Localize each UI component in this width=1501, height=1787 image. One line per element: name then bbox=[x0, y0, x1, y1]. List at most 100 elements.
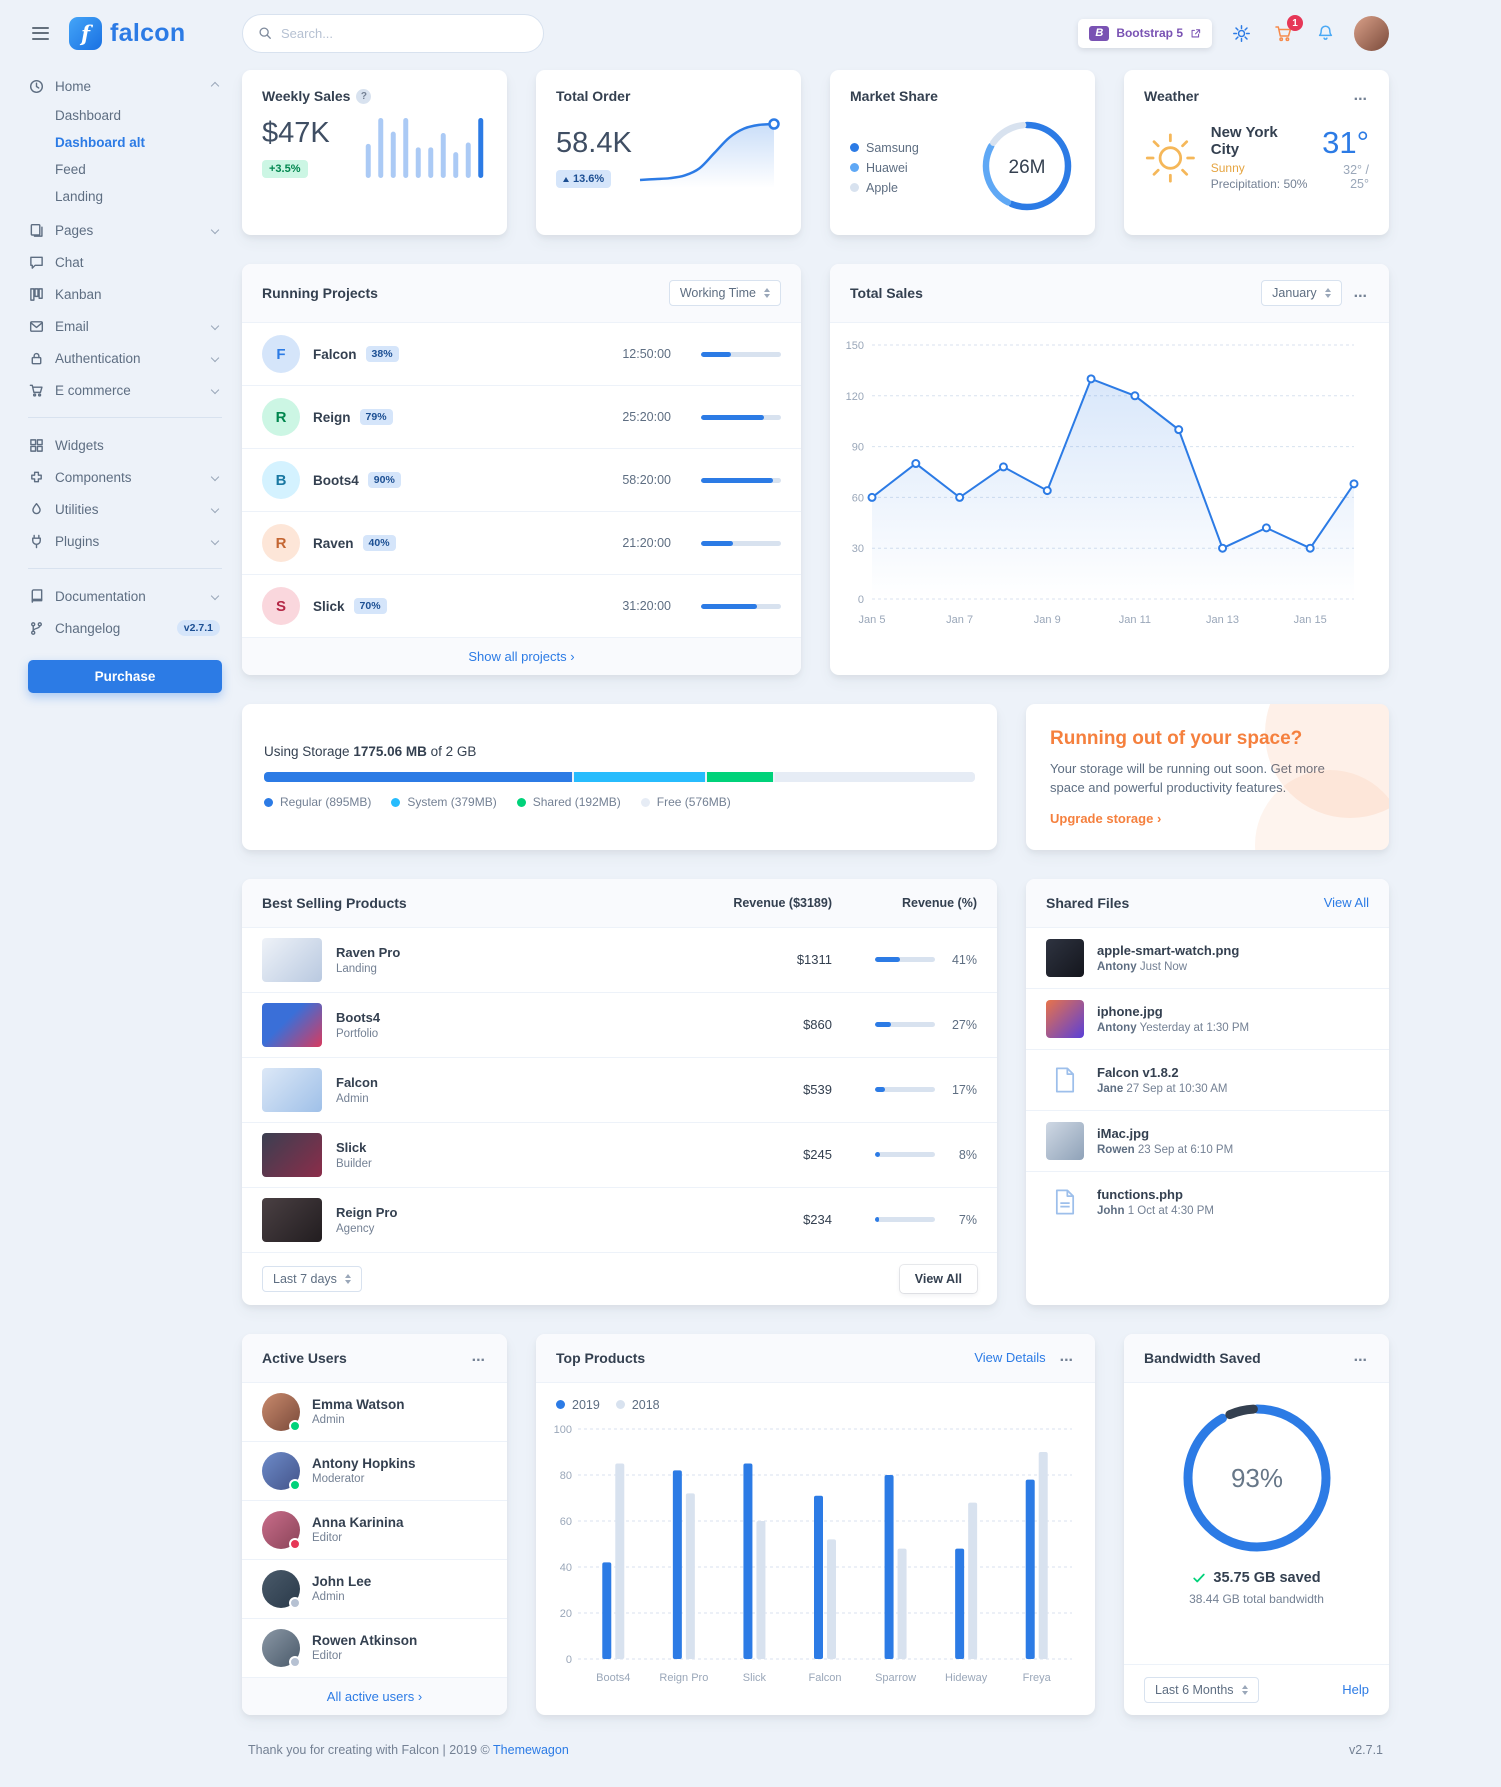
project-name[interactable]: Raven bbox=[313, 535, 354, 551]
upgrade-storage-link[interactable]: Upgrade storage › bbox=[1050, 810, 1162, 826]
notifications-button[interactable] bbox=[1312, 20, 1338, 46]
project-avatar: R bbox=[262, 398, 300, 436]
file-time: Just Now bbox=[1139, 960, 1188, 973]
legend-item[interactable]: 2018 bbox=[615, 1395, 660, 1415]
sidebar-item-pages[interactable]: Pages bbox=[28, 214, 222, 246]
project-percent-badge: 38% bbox=[365, 346, 399, 362]
project-name[interactable]: Slick bbox=[313, 598, 345, 614]
sidebar-item-kanban[interactable]: Kanban bbox=[28, 278, 222, 310]
svg-text:Boots4: Boots4 bbox=[596, 1672, 630, 1684]
storage-legend: Regular (895MB) System (379MB) Shared (1… bbox=[264, 795, 975, 809]
user-row[interactable]: Anna Karinina Editor bbox=[242, 1501, 507, 1560]
sidebar-item-authentication[interactable]: Authentication bbox=[28, 342, 222, 374]
promo-body: Your storage will be running out soon. G… bbox=[1050, 761, 1325, 795]
sidebar-item-landing[interactable]: Landing bbox=[55, 189, 104, 204]
product-category: Portfolio bbox=[336, 1027, 379, 1040]
themewagon-link[interactable]: Themewagon bbox=[493, 1742, 569, 1757]
legend-item[interactable]: 2019 bbox=[556, 1395, 600, 1415]
shared-file-row[interactable]: apple-smart-watch.png Antony Just Now bbox=[1026, 928, 1389, 989]
check-icon bbox=[1193, 1573, 1206, 1583]
file-icon bbox=[1046, 1183, 1084, 1221]
menu-dots-icon[interactable]: ... bbox=[471, 1348, 485, 1366]
sidebar-item-widgets[interactable]: Widgets bbox=[28, 429, 222, 461]
product-name[interactable]: Slick bbox=[336, 1139, 367, 1155]
running-projects-card: Running Projects Working Time F Falcon 38… bbox=[242, 264, 801, 675]
bootstrap-badge-button[interactable]: B Bootstrap 5 bbox=[1078, 18, 1212, 48]
project-name[interactable]: Boots4 bbox=[313, 472, 359, 488]
sidebar-item-dashboard[interactable]: Dashboard bbox=[55, 108, 122, 123]
sidebar-toggle-button[interactable] bbox=[28, 23, 53, 44]
product-name[interactable]: Raven Pro bbox=[336, 944, 401, 960]
sidebar-item-components[interactable]: Components bbox=[28, 461, 222, 493]
sidebar-item-label: Email bbox=[55, 318, 89, 334]
status-dot bbox=[289, 1655, 301, 1668]
svg-text:150: 150 bbox=[846, 340, 864, 352]
search-input[interactable] bbox=[281, 25, 528, 41]
sidebar-item-plugins[interactable]: Plugins bbox=[28, 525, 222, 557]
menu-dots-icon[interactable]: ... bbox=[1353, 86, 1367, 104]
sidebar-item-label: Authentication bbox=[55, 350, 141, 366]
sort-caret-icon bbox=[344, 1273, 351, 1284]
card-title: Running Projects bbox=[262, 285, 378, 301]
info-icon[interactable]: ? bbox=[356, 88, 372, 104]
product-name[interactable]: Falcon bbox=[336, 1074, 378, 1090]
sidebar: f falcon Home Dashboard Dashboard alt Fe… bbox=[0, 0, 236, 723]
top-products-chart: 0 20 40 60 80 100 Boots4 Reign Pro Slick Falcon Sp… bbox=[536, 1415, 1095, 1715]
project-name[interactable]: Reign bbox=[313, 409, 351, 425]
svg-text:Hideway: Hideway bbox=[945, 1672, 988, 1684]
user-row[interactable]: John Lee Admin bbox=[242, 1560, 507, 1619]
droplet-icon bbox=[28, 501, 44, 517]
purchase-button[interactable]: Purchase bbox=[28, 660, 222, 693]
project-percent-badge: 70% bbox=[353, 598, 387, 614]
all-active-users-link[interactable]: All active users › bbox=[326, 1688, 423, 1704]
date-range-select[interactable]: Last 7 days bbox=[262, 1265, 362, 1292]
brand-logo[interactable]: f falcon bbox=[69, 16, 185, 50]
chat-icon bbox=[28, 254, 44, 270]
project-name[interactable]: Falcon bbox=[313, 346, 357, 362]
show-all-projects-link[interactable]: Show all projects › bbox=[468, 649, 575, 664]
storage-segment-regular bbox=[264, 772, 573, 783]
product-name[interactable]: Reign Pro bbox=[336, 1204, 398, 1220]
view-details-link[interactable]: View Details bbox=[974, 1350, 1046, 1366]
weather-card: Weather ... New bbox=[1124, 70, 1389, 235]
sidebar-item-home[interactable]: Home bbox=[28, 70, 222, 102]
user-row[interactable]: Emma Watson Admin bbox=[242, 1383, 507, 1442]
chevron-down-icon bbox=[210, 321, 220, 331]
shared-file-row[interactable]: iMac.jpg Rowen 23 Sep at 6:10 PM bbox=[1026, 1111, 1389, 1172]
legend-dot bbox=[516, 797, 526, 807]
sidebar-item-ecommerce[interactable]: E commerce bbox=[28, 374, 222, 406]
working-time-select[interactable]: Working Time bbox=[668, 280, 781, 306]
menu-dots-icon[interactable]: ... bbox=[1353, 283, 1367, 301]
sidebar-item-changelog[interactable]: Changelog v2.7.1 bbox=[28, 612, 222, 644]
shared-file-row[interactable]: Falcon v1.8.2 Jane 27 Sep at 10:30 AM bbox=[1026, 1050, 1389, 1111]
month-select[interactable]: January bbox=[1261, 280, 1342, 306]
help-link[interactable]: Help bbox=[1342, 1682, 1369, 1698]
months-select[interactable]: Last 6 Months bbox=[1144, 1676, 1259, 1703]
svg-text:120: 120 bbox=[846, 391, 864, 403]
svg-text:100: 100 bbox=[554, 1424, 572, 1436]
settings-button[interactable] bbox=[1228, 20, 1254, 46]
user-avatar bbox=[262, 1451, 301, 1491]
project-avatar: F bbox=[262, 335, 300, 373]
user-row[interactable]: Rowen Atkinson Editor bbox=[242, 1619, 507, 1677]
menu-dots-icon[interactable]: ... bbox=[1353, 1348, 1367, 1366]
sidebar-item-email[interactable]: Email bbox=[28, 310, 222, 342]
shared-file-row[interactable]: functions.php John 1 Oct at 4:30 PM bbox=[1026, 1172, 1389, 1232]
shared-file-row[interactable]: iphone.jpg Antony Yesterday at 1:30 PM bbox=[1026, 989, 1389, 1050]
sidebar-item-feed[interactable]: Feed bbox=[55, 162, 86, 177]
sidebar-item-chat[interactable]: Chat bbox=[28, 246, 222, 278]
chevron-down-icon bbox=[210, 385, 220, 395]
svg-text:26M: 26M bbox=[1009, 157, 1046, 178]
sidebar-item-dashboard-alt[interactable]: Dashboard alt bbox=[55, 135, 146, 150]
product-row: Falcon Admin $539 17% bbox=[242, 1058, 997, 1123]
sidebar-item-documentation[interactable]: Documentation bbox=[28, 580, 222, 612]
view-all-link[interactable]: View All bbox=[1323, 895, 1369, 911]
product-name[interactable]: Boots4 bbox=[336, 1009, 381, 1025]
dashboard-grid: Weekly Sales ? $47K +3.5% Total Order bbox=[242, 66, 1389, 1715]
view-all-button[interactable]: View All bbox=[899, 1264, 977, 1293]
sidebar-item-utilities[interactable]: Utilities bbox=[28, 493, 222, 525]
cart-button[interactable]: 1 bbox=[1270, 15, 1303, 46]
user-avatar[interactable] bbox=[1354, 15, 1389, 51]
user-row[interactable]: Antony Hopkins Moderator bbox=[242, 1442, 507, 1501]
menu-dots-icon[interactable]: ... bbox=[1059, 1348, 1073, 1366]
